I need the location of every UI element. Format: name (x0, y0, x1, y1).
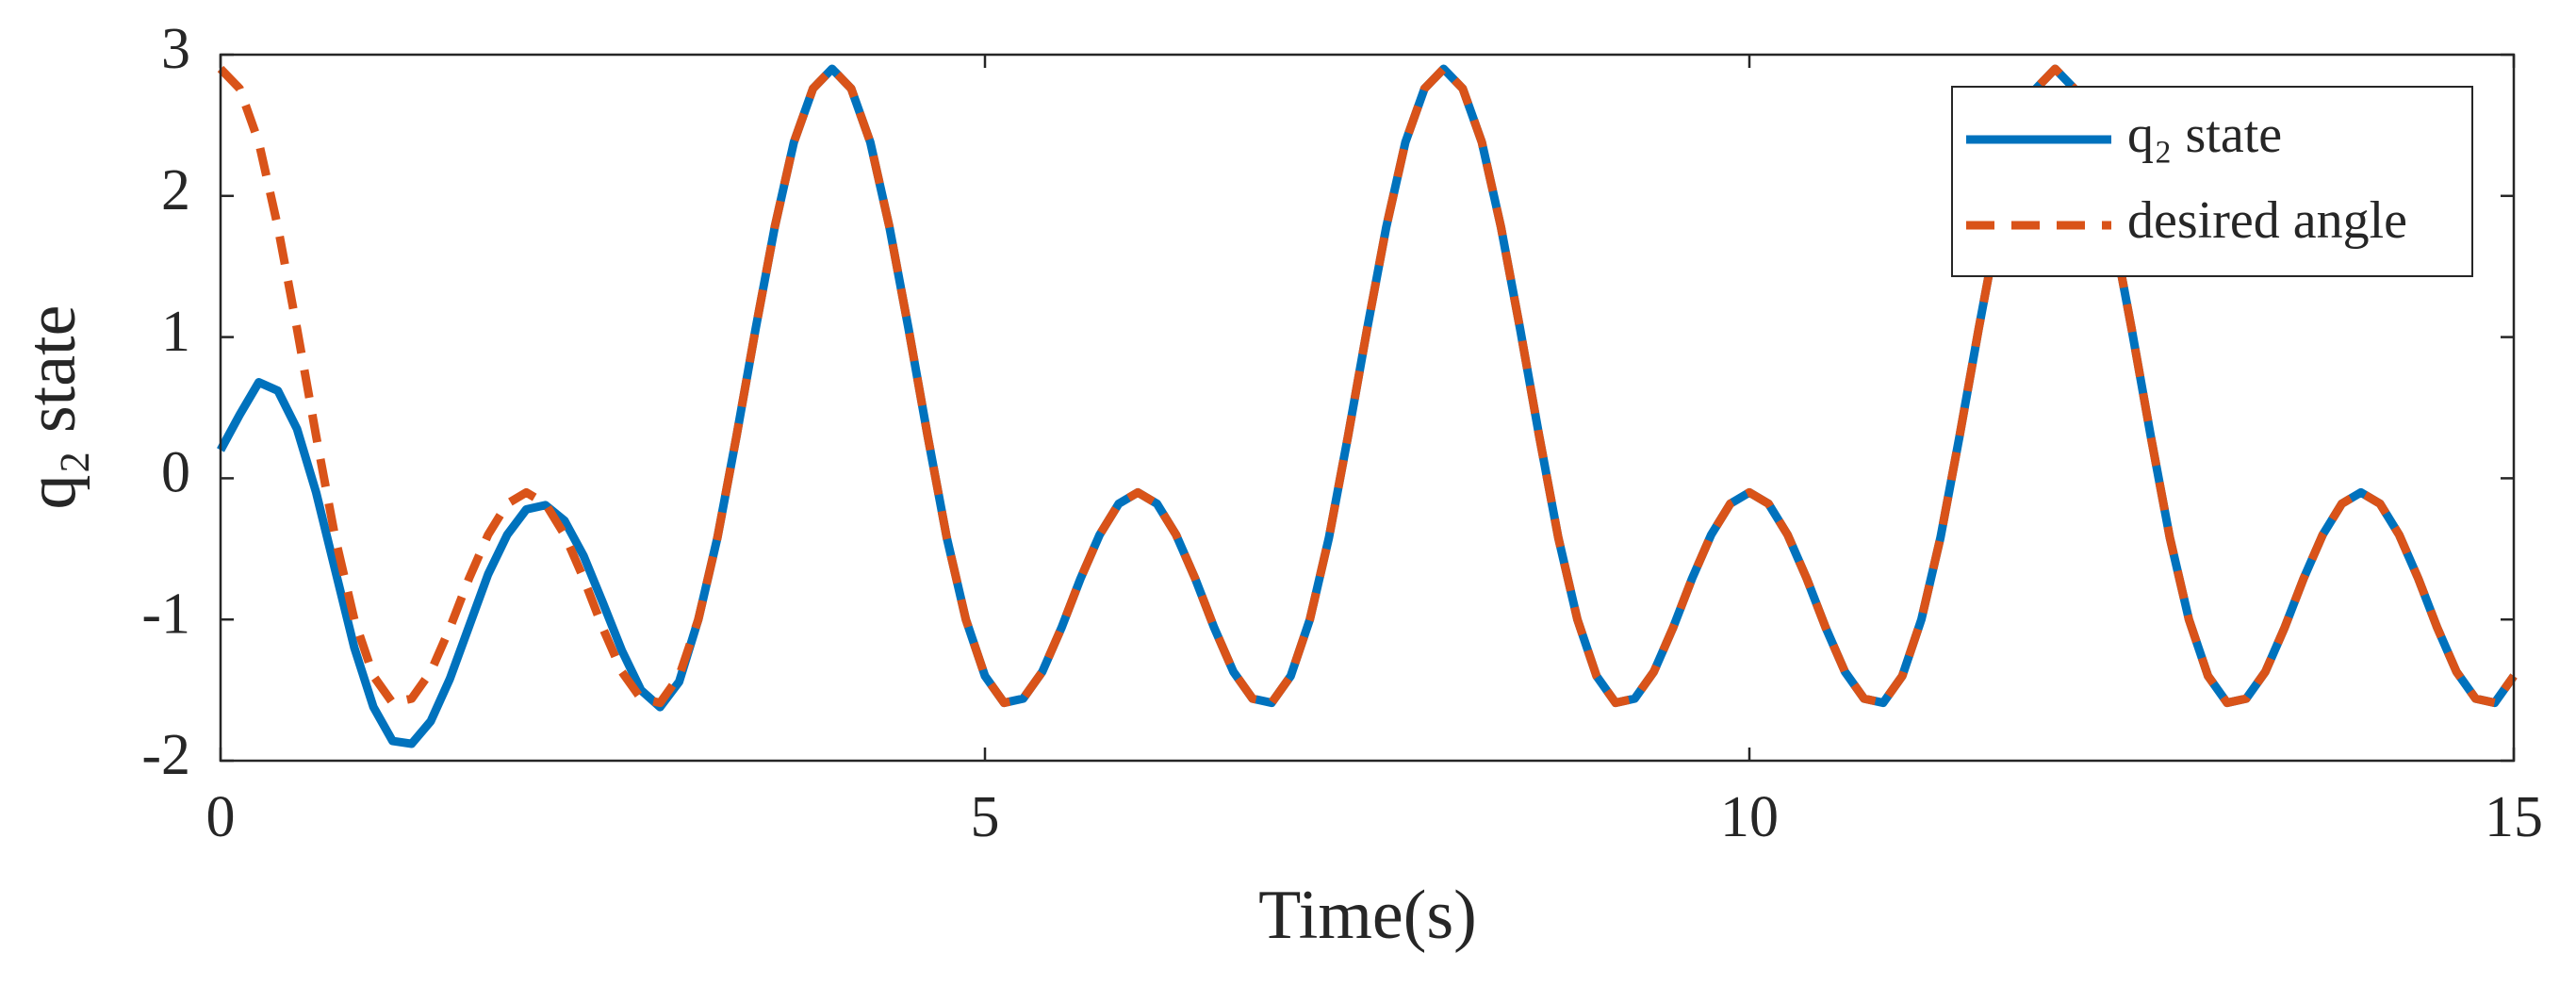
axes-box (219, 53, 2516, 763)
x-axis-label: Time(s) (1258, 877, 1477, 954)
y-tick-label: 2 (161, 158, 190, 222)
y-tick-label: 0 (161, 441, 190, 505)
y-tick-label: 1 (161, 300, 190, 364)
x-tick-label: 5 (971, 785, 1000, 849)
y-tick-label: -1 (141, 582, 190, 646)
y-tick-label: 3 (161, 17, 190, 81)
legend: q₂ state desired angle (1951, 86, 2473, 277)
legend-label: desired angle (2127, 191, 2407, 250)
y-axis-label: q₂ state (13, 305, 90, 510)
x-tick-label: 0 (206, 785, 236, 849)
series-line (217, 64, 2518, 708)
x-tick-label: 15 (2485, 785, 2543, 849)
x-tick-label: 10 (1720, 785, 1779, 849)
legend-label: q₂ state (2127, 106, 2282, 164)
legend-box (1951, 86, 2473, 277)
y-tick-label: -2 (141, 723, 190, 787)
